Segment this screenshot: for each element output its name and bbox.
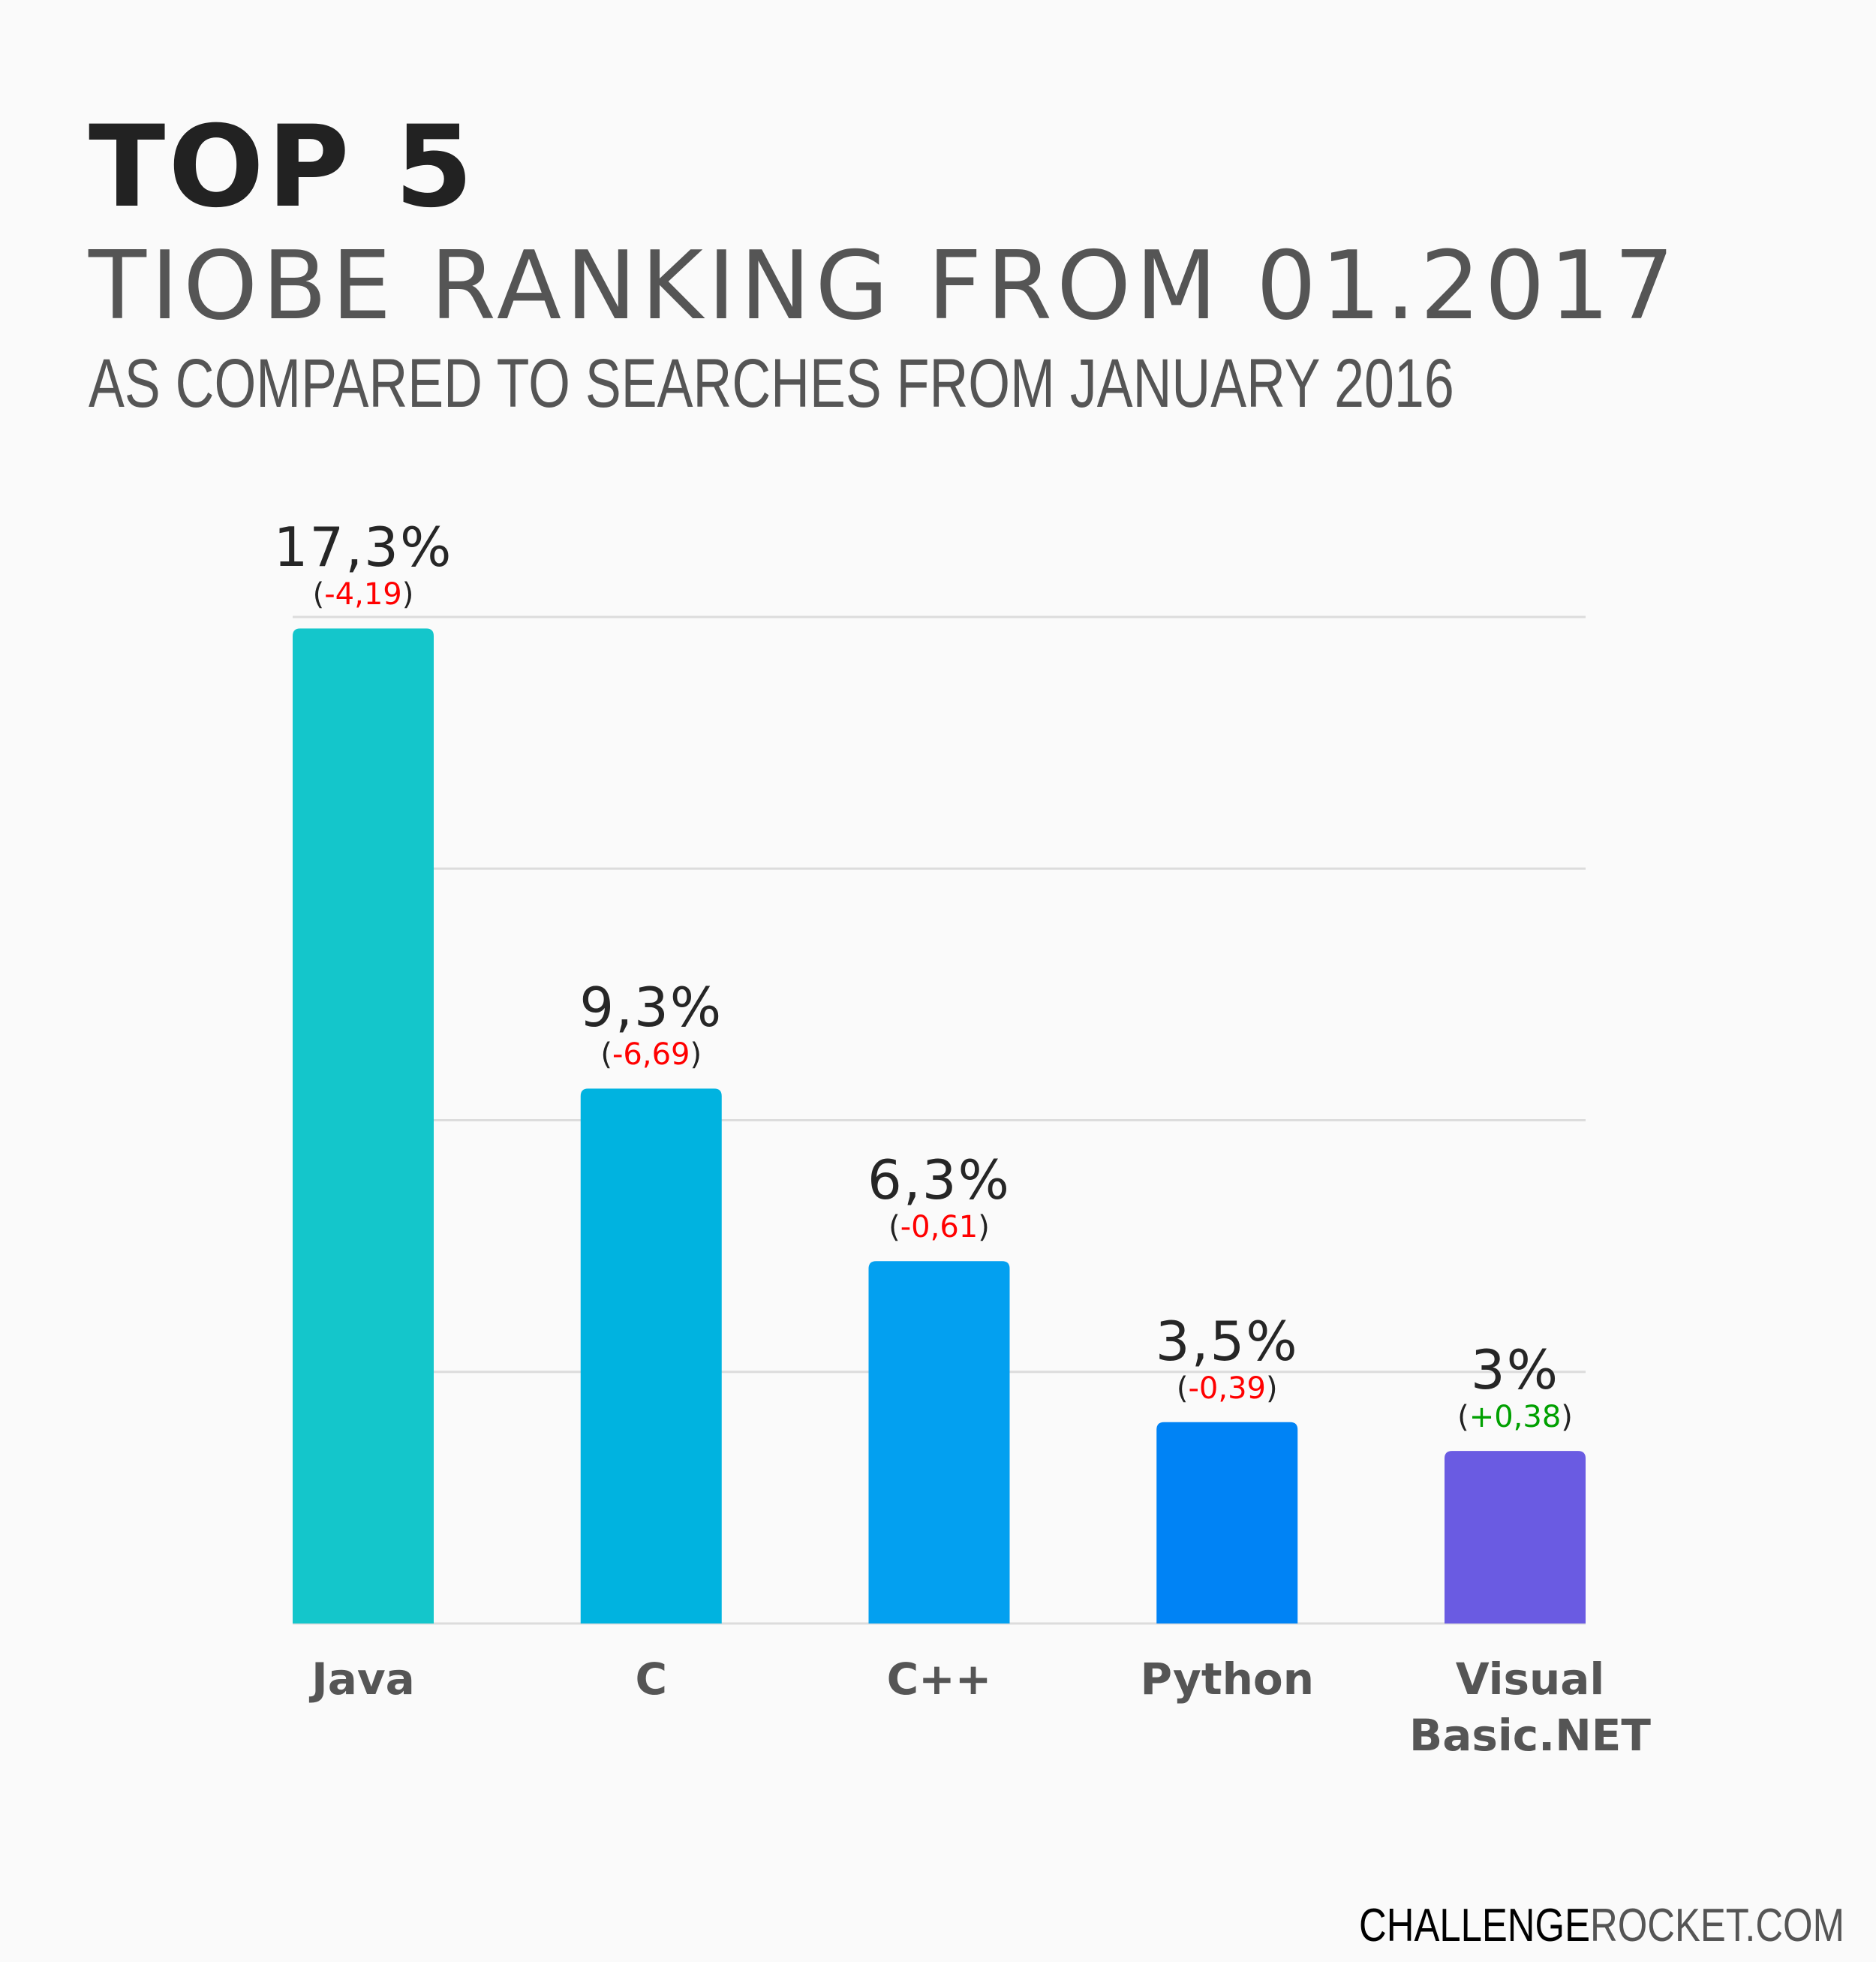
change-value: -0,61	[900, 1210, 979, 1245]
change-value: -4,19	[324, 577, 402, 612]
data-label: 17,3%	[273, 516, 453, 579]
data-label: 6,3%	[867, 1148, 1011, 1212]
change-label: (+0,38)	[1457, 1400, 1573, 1435]
change-label: (-0,39)	[1176, 1371, 1278, 1406]
footer-brand-part1: CHALLENGE	[1359, 1900, 1591, 1951]
change-value: -6,69	[612, 1037, 690, 1073]
bar-visual-basic-net	[1445, 1451, 1586, 1623]
change-value: -0,39	[1188, 1371, 1267, 1406]
bar-c++	[868, 1261, 1010, 1623]
x-tick-label: C	[635, 1654, 668, 1705]
chart-subtitle-2: AS COMPARED TO SEARCHES FROM JANUARY 201…	[89, 345, 1454, 422]
data-label: 9,3%	[579, 976, 723, 1040]
change-label: (-0,61)	[888, 1210, 990, 1245]
bar-c	[580, 1088, 722, 1623]
chart-subtitle: TIOBE RANKING FROM 01.2017	[89, 230, 1679, 341]
x-tick-label: Python	[1140, 1654, 1315, 1705]
footer-brand: CHALLENGEROCKET.COM	[1359, 1899, 1844, 1952]
data-label: 3%	[1470, 1338, 1560, 1402]
x-tick-label: C++	[886, 1654, 992, 1705]
x-tick-label: Java	[311, 1654, 415, 1705]
data-label: 3,5%	[1155, 1309, 1299, 1373]
change-label: (-4,19)	[312, 577, 414, 612]
change-label: (-6,69)	[600, 1037, 702, 1073]
footer-brand-part2: ROCKET.COM	[1590, 1900, 1844, 1951]
change-value: +0,38	[1469, 1400, 1562, 1435]
bar-java	[293, 628, 434, 1624]
chart-title: TOP 5	[89, 102, 477, 233]
x-tick-label: Visual Basic.NET	[1409, 1654, 1651, 1762]
bar-python	[1156, 1422, 1298, 1623]
